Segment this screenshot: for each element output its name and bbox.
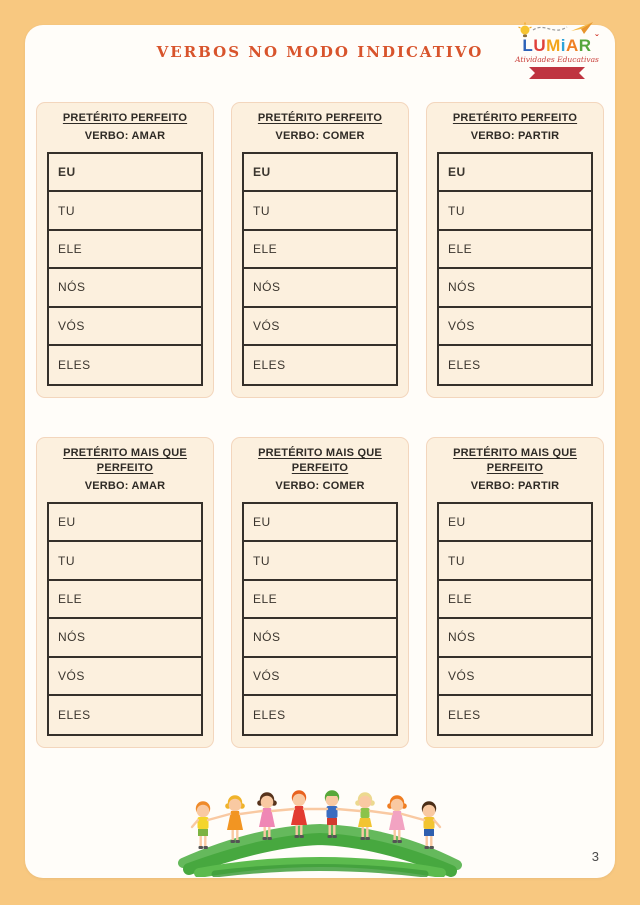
panel-verb: VERBO: AMAR bbox=[84, 130, 166, 142]
logo-caron: ˇ bbox=[595, 34, 599, 45]
logo-tagline: Atividades Educativas bbox=[515, 55, 599, 64]
panel-title: PRETÉRITO MAIS QUE PERFEITO bbox=[453, 447, 577, 474]
page-title: VERBOS NO MODO INDICATIVO bbox=[156, 43, 484, 61]
conjugation-table: EU TU ELE NÓS VÓS ELES bbox=[437, 502, 593, 737]
table-row: VÓS bbox=[244, 308, 396, 346]
conjugation-table: EU TU ELE NÓS VÓS ELES bbox=[47, 152, 203, 387]
panels-row-preterito-perfeito: PRETÉRITO PERFEITO VERBO: AMAR EU TU ELE… bbox=[25, 102, 615, 399]
table-row: TU bbox=[439, 192, 591, 231]
panel-mais-que-perfeito-partir: PRETÉRITO MAIS QUE PERFEITO VERBO: PARTI… bbox=[426, 437, 604, 749]
table-row: EU bbox=[439, 154, 591, 193]
panel-preterito-perfeito-comer: PRETÉRITO PERFEITO VERBO: COMER EU TU EL… bbox=[231, 102, 409, 399]
lumiar-logo: LUMiAR ˇ Atividades Educativas bbox=[509, 18, 605, 79]
panel-preterito-perfeito-partir: PRETÉRITO PERFEITO VERBO: PARTIR EU TU E… bbox=[426, 102, 604, 399]
table-row: ELE bbox=[49, 581, 201, 620]
logo-letter: i bbox=[560, 36, 566, 55]
conjugation-table: EU TU ELE NÓS VÓS ELES bbox=[242, 502, 398, 737]
table-row: VÓS bbox=[49, 308, 201, 346]
table-row: ELE bbox=[49, 231, 201, 270]
panel-verb: VERBO: PARTIR bbox=[470, 480, 560, 492]
panel-verb: VERBO: AMAR bbox=[84, 480, 166, 492]
table-row: TU bbox=[244, 542, 396, 581]
panel-mais-que-perfeito-comer: PRETÉRITO MAIS QUE PERFEITO VERBO: COMER… bbox=[231, 437, 409, 749]
panel-verb: VERBO: COMER bbox=[275, 480, 365, 492]
table-row: VÓS bbox=[244, 658, 396, 696]
panel-verb: VERBO: COMER bbox=[275, 130, 365, 142]
table-row: ELES bbox=[253, 358, 286, 373]
table-row: NÓS bbox=[244, 269, 396, 308]
panel-title: PRETÉRITO PERFEITO bbox=[257, 112, 383, 124]
table-row: ELE bbox=[439, 581, 591, 620]
table-row: VÓS bbox=[439, 658, 591, 696]
logo-letter: L bbox=[522, 36, 534, 55]
logo-letter: M bbox=[546, 36, 561, 55]
table-row: ELE bbox=[244, 231, 396, 270]
table-row: EU bbox=[244, 504, 396, 543]
panel-preterito-perfeito-amar: PRETÉRITO PERFEITO VERBO: AMAR EU TU ELE… bbox=[36, 102, 214, 399]
conjugation-table: EU TU ELE NÓS VÓS ELES bbox=[242, 152, 398, 387]
worksheet-card: VERBOS NO MODO INDICATIVO LUMiAR ˇ Ativi… bbox=[25, 22, 615, 878]
table-row: NÓS bbox=[439, 619, 591, 658]
panels-row-mais-que-perfeito: PRETÉRITO MAIS QUE PERFEITO VERBO: AMAR … bbox=[25, 437, 615, 749]
table-row: EU bbox=[244, 154, 396, 193]
page-number: 3 bbox=[591, 849, 599, 864]
table-row: ELES bbox=[448, 358, 481, 373]
lightbulb-plane-doodle bbox=[518, 22, 593, 38]
panel-title: PRETÉRITO MAIS QUE PERFEITO bbox=[258, 447, 382, 474]
logo-letter: A bbox=[566, 36, 579, 55]
table-row: EU bbox=[439, 504, 591, 543]
table-row: NÓS bbox=[49, 269, 201, 308]
table-row: TU bbox=[439, 542, 591, 581]
panel-mais-que-perfeito-amar: PRETÉRITO MAIS QUE PERFEITO VERBO: AMAR … bbox=[36, 437, 214, 749]
children-holding-hands-illustration bbox=[178, 790, 462, 877]
logo-wordmark: LUMiAR ˇ bbox=[509, 34, 605, 55]
table-row: EU bbox=[49, 504, 201, 543]
table-row: NÓS bbox=[49, 619, 201, 658]
panel-title: PRETÉRITO PERFEITO bbox=[62, 112, 188, 124]
table-row: ELES bbox=[58, 358, 91, 373]
table-row: NÓS bbox=[439, 269, 591, 308]
table-row: VÓS bbox=[439, 308, 591, 346]
conjugation-table: EU TU ELE NÓS VÓS ELES bbox=[437, 152, 593, 387]
table-row: EU bbox=[49, 154, 201, 193]
table-row: ELE bbox=[439, 231, 591, 270]
table-row: ELES bbox=[253, 708, 286, 723]
panel-verb: VERBO: PARTIR bbox=[470, 130, 560, 142]
table-row: TU bbox=[244, 192, 396, 231]
panel-title: PRETÉRITO PERFEITO bbox=[452, 112, 578, 124]
table-row: ELES bbox=[58, 708, 91, 723]
logo-letter: R bbox=[578, 36, 592, 55]
table-row: TU bbox=[49, 192, 201, 231]
table-row: TU bbox=[49, 542, 201, 581]
logo-letter: U bbox=[533, 36, 547, 55]
conjugation-table: EU TU ELE NÓS VÓS ELES bbox=[47, 502, 203, 737]
panel-title: PRETÉRITO MAIS QUE PERFEITO bbox=[63, 447, 187, 474]
table-row: VÓS bbox=[49, 658, 201, 696]
ribbon-banner-icon bbox=[529, 67, 585, 79]
table-row: ELE bbox=[244, 581, 396, 620]
table-row: NÓS bbox=[244, 619, 396, 658]
table-row: ELES bbox=[448, 708, 481, 723]
